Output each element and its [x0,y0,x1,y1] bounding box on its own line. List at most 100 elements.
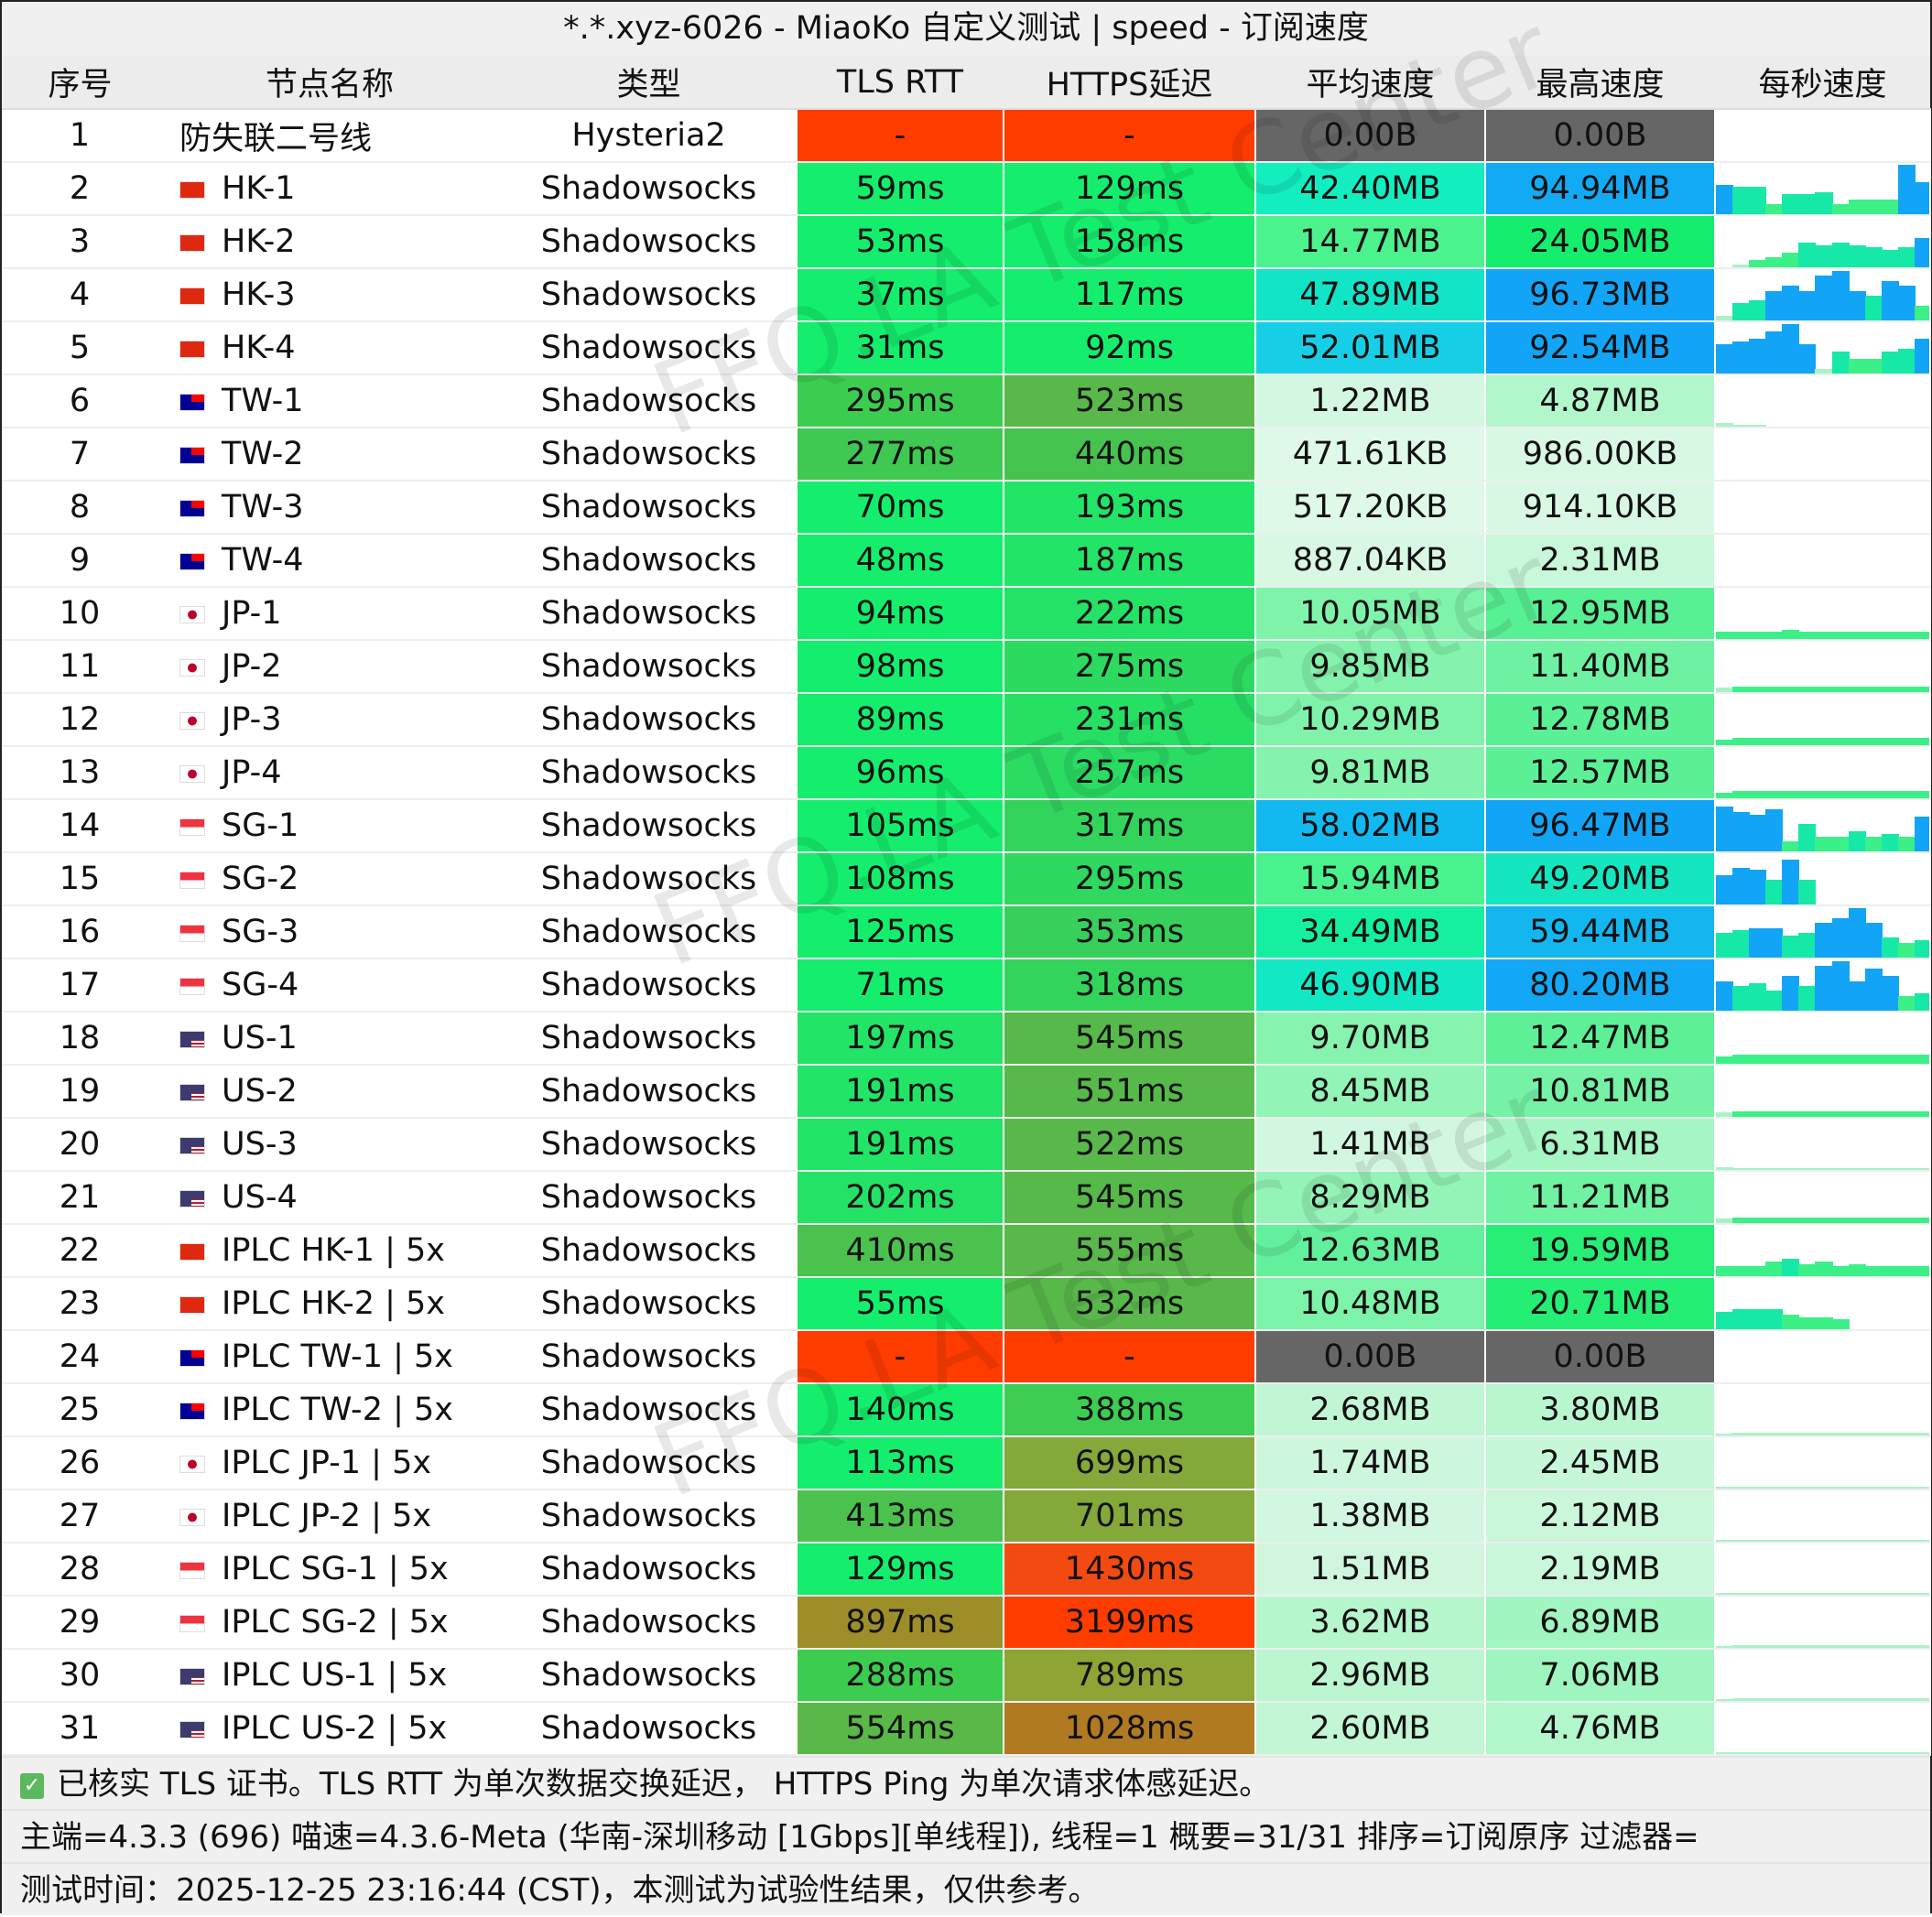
sparkline-bar [1881,1217,1899,1222]
sparkline-bar [1914,237,1928,266]
flag-hk-icon [179,340,205,358]
table-row[interactable]: 11 JP-2 Shadowsocks 98ms 275ms 9.85MB 11… [2,640,1931,694]
sparkline-bar [1848,1593,1866,1594]
node-name: IPLC HK-1 | 5x [158,1224,502,1278]
sparkline-bar [1716,1752,1734,1753]
sparkline-bar [1798,1263,1817,1275]
tls-rtt: 48ms [797,534,1004,588]
sparkline-bar [1881,631,1899,638]
table-row[interactable]: 5 HK-4 Shadowsocks 31ms 92ms 52.01MB 92.… [2,321,1931,375]
sparkline-bar [1815,244,1833,266]
table-row[interactable]: 21 US-4 Shadowsocks 202ms 545ms 8.29MB 1… [2,1171,1931,1225]
max-speed: 12.78MB [1485,693,1716,747]
max-speed: 11.21MB [1485,1171,1716,1225]
col-node-name[interactable]: 节点名称 [158,56,501,110]
sparkline-bar [1749,631,1767,638]
per-second-sparkline [1715,640,1931,694]
row-index: 14 [2,799,159,853]
col-tls-rtt[interactable]: TLS RTT [797,56,1004,110]
sparkline-bar [1732,1645,1751,1647]
sparkline-bar [1864,791,1883,797]
table-row[interactable]: 31 IPLC US-2 | 5x Shadowsocks 554ms 1028… [2,1702,1931,1756]
node-name: SG-2 [158,852,502,906]
sparkline-bar [1897,165,1916,213]
node-name: JP-3 [158,693,502,747]
https-latency: 222ms [1004,587,1256,641]
sparkline-bar [1831,1593,1850,1594]
col-max-speed[interactable]: 最高速度 [1485,56,1715,110]
table-row[interactable]: 29 IPLC SG-2 | 5x Shadowsocks 897ms 3199… [2,1596,1931,1650]
table-row[interactable]: 23 IPLC HK-2 | 5x Shadowsocks 55ms 532ms… [2,1277,1931,1331]
sparkline-bar [1732,738,1751,744]
tls-rtt: 554ms [797,1702,1004,1756]
table-row[interactable]: 20 US-3 Shadowsocks 191ms 522ms 1.41MB 6… [2,1118,1931,1172]
sparkline-bar [1765,1486,1784,1488]
table-row[interactable]: 24 IPLC TW-1 | 5x Shadowsocks - - 0.00B … [2,1330,1931,1384]
max-speed: 20.71MB [1485,1277,1716,1331]
table-row[interactable]: 8 TW-3 Shadowsocks 70ms 193ms 517.20KB 9… [2,481,1931,535]
table-row[interactable]: 13 JP-4 Shadowsocks 96ms 257ms 9.81MB 12… [2,746,1931,800]
sparkline-bar [1798,194,1817,213]
table-row[interactable]: 26 IPLC JP-1 | 5x Shadowsocks 113ms 699m… [2,1436,1931,1490]
avg-speed: 14.77MB [1255,215,1486,269]
table-row[interactable]: 27 IPLC JP-2 | 5x Shadowsocks 413ms 701m… [2,1489,1931,1543]
row-index: 21 [2,1171,159,1225]
node-name-text: US-4 [222,1179,298,1216]
table-row[interactable]: 9 TW-4 Shadowsocks 48ms 187ms 887.04KB 2… [2,534,1931,588]
table-row[interactable]: 6 TW-1 Shadowsocks 295ms 523ms 1.22MB 4.… [2,374,1931,428]
col-avg-speed[interactable]: 平均速度 [1255,56,1485,110]
table-row[interactable]: 22 IPLC HK-1 | 5x Shadowsocks 410ms 555m… [2,1224,1931,1278]
table-row[interactable]: 19 US-2 Shadowsocks 191ms 551ms 8.45MB 1… [2,1065,1931,1119]
table-row[interactable]: 15 SG-2 Shadowsocks 108ms 295ms 15.94MB … [2,852,1931,906]
sparkline-bar [1815,966,1833,1010]
col-https-latency[interactable]: HTTPS延迟 [1004,56,1255,110]
row-index: 12 [2,693,159,747]
sparkline-bar [1881,199,1899,213]
table-row[interactable]: 30 IPLC US-1 | 5x Shadowsocks 288ms 789m… [2,1649,1931,1703]
tls-rtt: 70ms [797,481,1004,535]
node-name-text: HK-2 [222,223,296,260]
sparkline-bar [1848,1263,1866,1275]
table-row[interactable]: 10 JP-1 Shadowsocks 94ms 222ms 10.05MB 1… [2,587,1931,641]
table-row[interactable]: 2 HK-1 Shadowsocks 59ms 129ms 42.40MB 94… [2,162,1931,216]
sparkline-bar [1815,923,1833,957]
col-type[interactable]: 类型 [501,56,797,110]
sparkline-bar [1848,1168,1866,1169]
table-row[interactable]: 16 SG-3 Shadowsocks 125ms 353ms 34.49MB … [2,905,1931,959]
col-index[interactable]: 序号 [2,56,158,110]
sparkline-bar [1914,1698,1928,1700]
sparkline-bar [1782,976,1800,1010]
node-type: Shadowsocks [501,958,798,1013]
max-speed: 80.20MB [1485,958,1716,1013]
table-row[interactable]: 1 防失联二号线 Hysteria2 - - 0.00B 0.00B [2,109,1931,163]
sparkline-bar [1749,814,1767,850]
per-second-sparkline [1715,1383,1931,1437]
sparkline-bar [1831,243,1850,266]
sparkline-bar [1798,880,1817,904]
table-row[interactable]: 4 HK-3 Shadowsocks 37ms 117ms 47.89MB 96… [2,268,1931,322]
table-row[interactable]: 17 SG-4 Shadowsocks 71ms 318ms 46.90MB 8… [2,958,1931,1013]
table-row[interactable]: 7 TW-2 Shadowsocks 277ms 440ms 471.61KB … [2,428,1931,482]
flag-us-icon [179,1667,205,1685]
row-index: 24 [2,1330,159,1384]
sparkline-bar [1716,1167,1734,1169]
table-row[interactable]: 18 US-1 Shadowsocks 197ms 545ms 9.70MB 1… [2,1012,1931,1066]
table-row[interactable]: 14 SG-1 Shadowsocks 105ms 317ms 58.02MB … [2,799,1931,853]
per-second-sparkline [1715,1330,1931,1384]
per-second-sparkline [1715,1596,1931,1650]
table-row[interactable]: 28 IPLC SG-1 | 5x Shadowsocks 129ms 1430… [2,1543,1931,1597]
table-row[interactable]: 12 JP-3 Shadowsocks 89ms 231ms 10.29MB 1… [2,693,1931,747]
avg-speed: 10.29MB [1255,693,1486,747]
sparkline-bar [1732,631,1751,638]
sparkline-bar [1848,1645,1866,1647]
sparkline-bar [1897,349,1916,373]
sparkline-bar [1848,290,1866,320]
sparkline-bar [1881,1540,1899,1541]
per-second-sparkline [1715,1436,1931,1490]
node-name-text: JP-1 [222,595,282,632]
table-row[interactable]: 3 HK-2 Shadowsocks 53ms 158ms 14.77MB 24… [2,215,1931,269]
table-row[interactable]: 25 IPLC TW-2 | 5x Shadowsocks 140ms 388m… [2,1383,1931,1437]
node-name-text: SG-2 [222,861,299,897]
row-index: 6 [2,374,159,428]
avg-speed: 34.49MB [1255,905,1486,959]
